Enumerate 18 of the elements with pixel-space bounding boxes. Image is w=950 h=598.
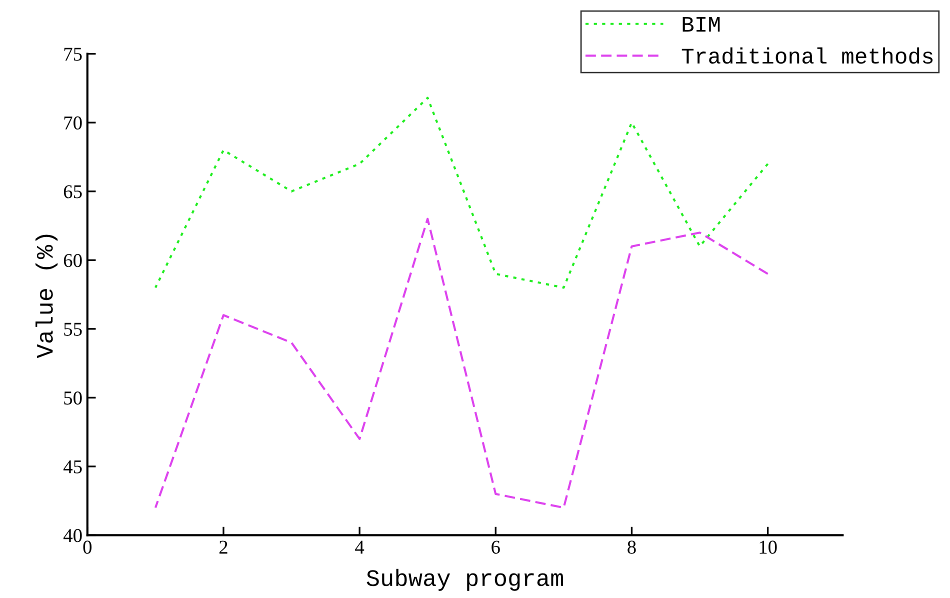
- y-tick-label: 50: [64, 391, 82, 405]
- y-tick-label: 65: [64, 185, 82, 198]
- x-tick-label: 10: [760, 540, 777, 554]
- y-tick-label: 45: [63, 460, 82, 474]
- y-axis-title: Value (%): [36, 234, 58, 358]
- y-tick-label: 55: [64, 322, 82, 336]
- y-tick-label: 60: [64, 254, 82, 268]
- x-axis-title: Subway program: [366, 568, 563, 591]
- y-tick-label: 70: [64, 116, 82, 130]
- legend-label: BIM: [682, 17, 720, 32]
- x-tick-label: 6: [492, 540, 500, 554]
- legend-label: Traditional methods: [682, 47, 933, 64]
- y-tick-label: 40: [63, 529, 82, 542]
- x-tick-label: 8: [628, 540, 636, 554]
- x-tick-label: 4: [355, 540, 364, 554]
- y-tick-label: 75: [64, 48, 82, 61]
- x-tick-label: 2: [219, 540, 228, 554]
- x-tick-label: 0: [83, 540, 92, 554]
